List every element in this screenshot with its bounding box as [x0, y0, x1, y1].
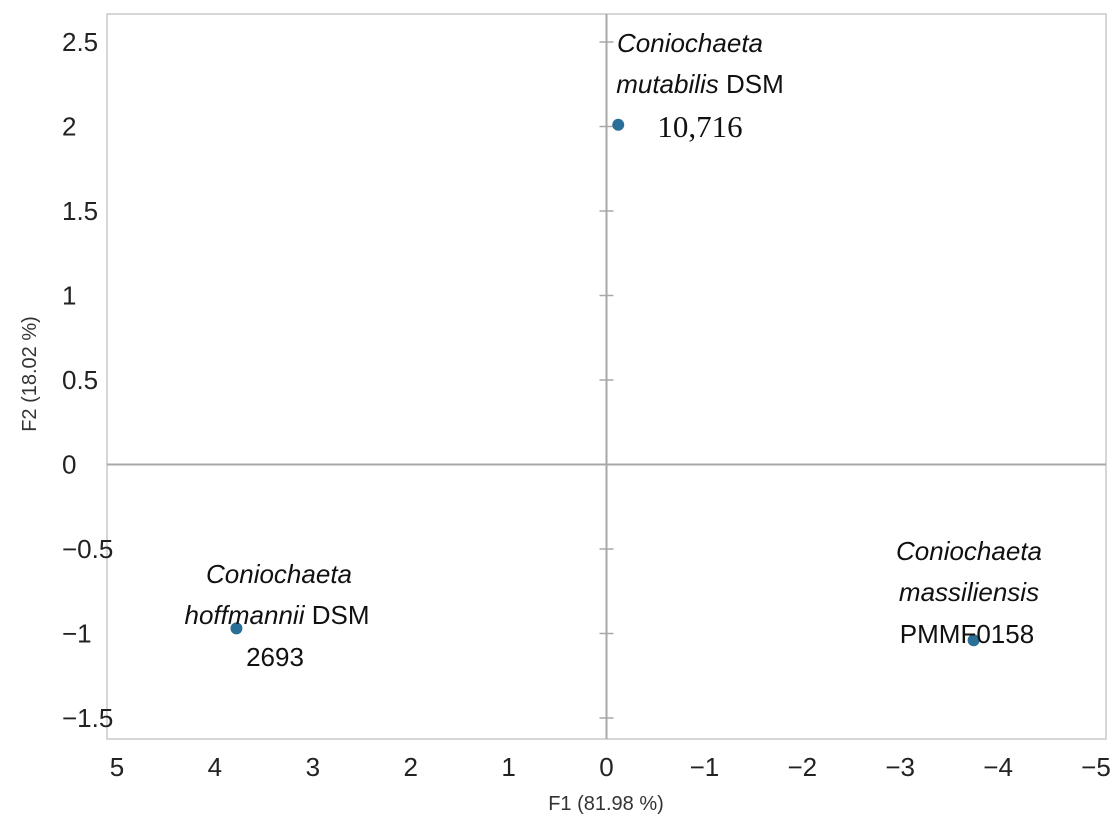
- y-tick-label: 1.5: [62, 196, 98, 226]
- point-label-segment: Coniochaeta: [617, 28, 763, 58]
- x-axis-title: F1 (81.98 %): [548, 793, 664, 815]
- x-tick-label: 1: [501, 752, 515, 782]
- axes: [107, 14, 1106, 739]
- x-tick-label: 2: [403, 752, 417, 782]
- y-tick-label: −0.5: [62, 534, 113, 564]
- point-label-segment: PMMF0158: [900, 619, 1034, 649]
- y-tick-label: 2.5: [62, 27, 98, 57]
- x-tick-label: −1: [690, 752, 720, 782]
- x-tick-label: −2: [787, 752, 817, 782]
- x-tick-label: −3: [885, 752, 915, 782]
- point-label-line: Coniochaeta: [206, 559, 352, 589]
- point-label-line: PMMF0158: [900, 619, 1034, 649]
- y-tick-label: 0: [62, 450, 76, 480]
- point-label-line: mutabilis DSM: [616, 69, 784, 99]
- point-label-line: Coniochaeta: [617, 28, 763, 58]
- point-label-segment: 2693: [246, 642, 304, 672]
- point-label-line: massiliensis: [899, 577, 1039, 607]
- y-tick-label: 1: [62, 281, 76, 311]
- point-labels: Coniochaeta mutabilis DSM 10,716 Coniochaet…: [185, 28, 1042, 672]
- x-tick-label: −4: [983, 752, 1013, 782]
- x-tick-label: −5: [1081, 752, 1111, 782]
- point-label-segment: 10,716: [657, 109, 742, 144]
- point-label-segment: Coniochaeta: [206, 559, 352, 589]
- y-tick-label: 2: [62, 112, 76, 142]
- point-label-line: 10,716: [657, 109, 742, 144]
- y-tick-label: 0.5: [62, 365, 98, 395]
- data-point: [612, 118, 625, 131]
- x-tick-label: 5: [110, 752, 124, 782]
- point-label-line: hoffmannii DSM: [185, 600, 370, 630]
- point-label-segment: massiliensis: [899, 577, 1039, 607]
- tick-labels: 5 4 3 2 1 0 −1 −2 −3 −4 −5 2.5 2 1.5 1 0.5 0 −0.5 −1 −1.5: [62, 27, 1111, 782]
- point-label-segment: DSM: [719, 69, 784, 99]
- data-point: [230, 622, 243, 635]
- point-label-segment: hoffmannii: [185, 600, 306, 630]
- data-point: [967, 634, 980, 647]
- y-tick-label: −1.5: [62, 703, 113, 733]
- point-label-segment: Coniochaeta: [896, 536, 1042, 566]
- y-axis-title: F2 (18.02 %): [19, 316, 41, 432]
- point-label-line: 2693: [246, 642, 304, 672]
- data-points: [230, 118, 980, 647]
- point-label-line: Coniochaeta: [896, 536, 1042, 566]
- x-tick-label: 3: [306, 752, 320, 782]
- point-label-segment: DSM: [304, 600, 369, 630]
- x-tick-label: 4: [208, 752, 222, 782]
- x-tick-label: 0: [599, 752, 613, 782]
- y-tick-label: −1: [62, 619, 92, 649]
- point-label-segment: mutabilis: [616, 69, 719, 99]
